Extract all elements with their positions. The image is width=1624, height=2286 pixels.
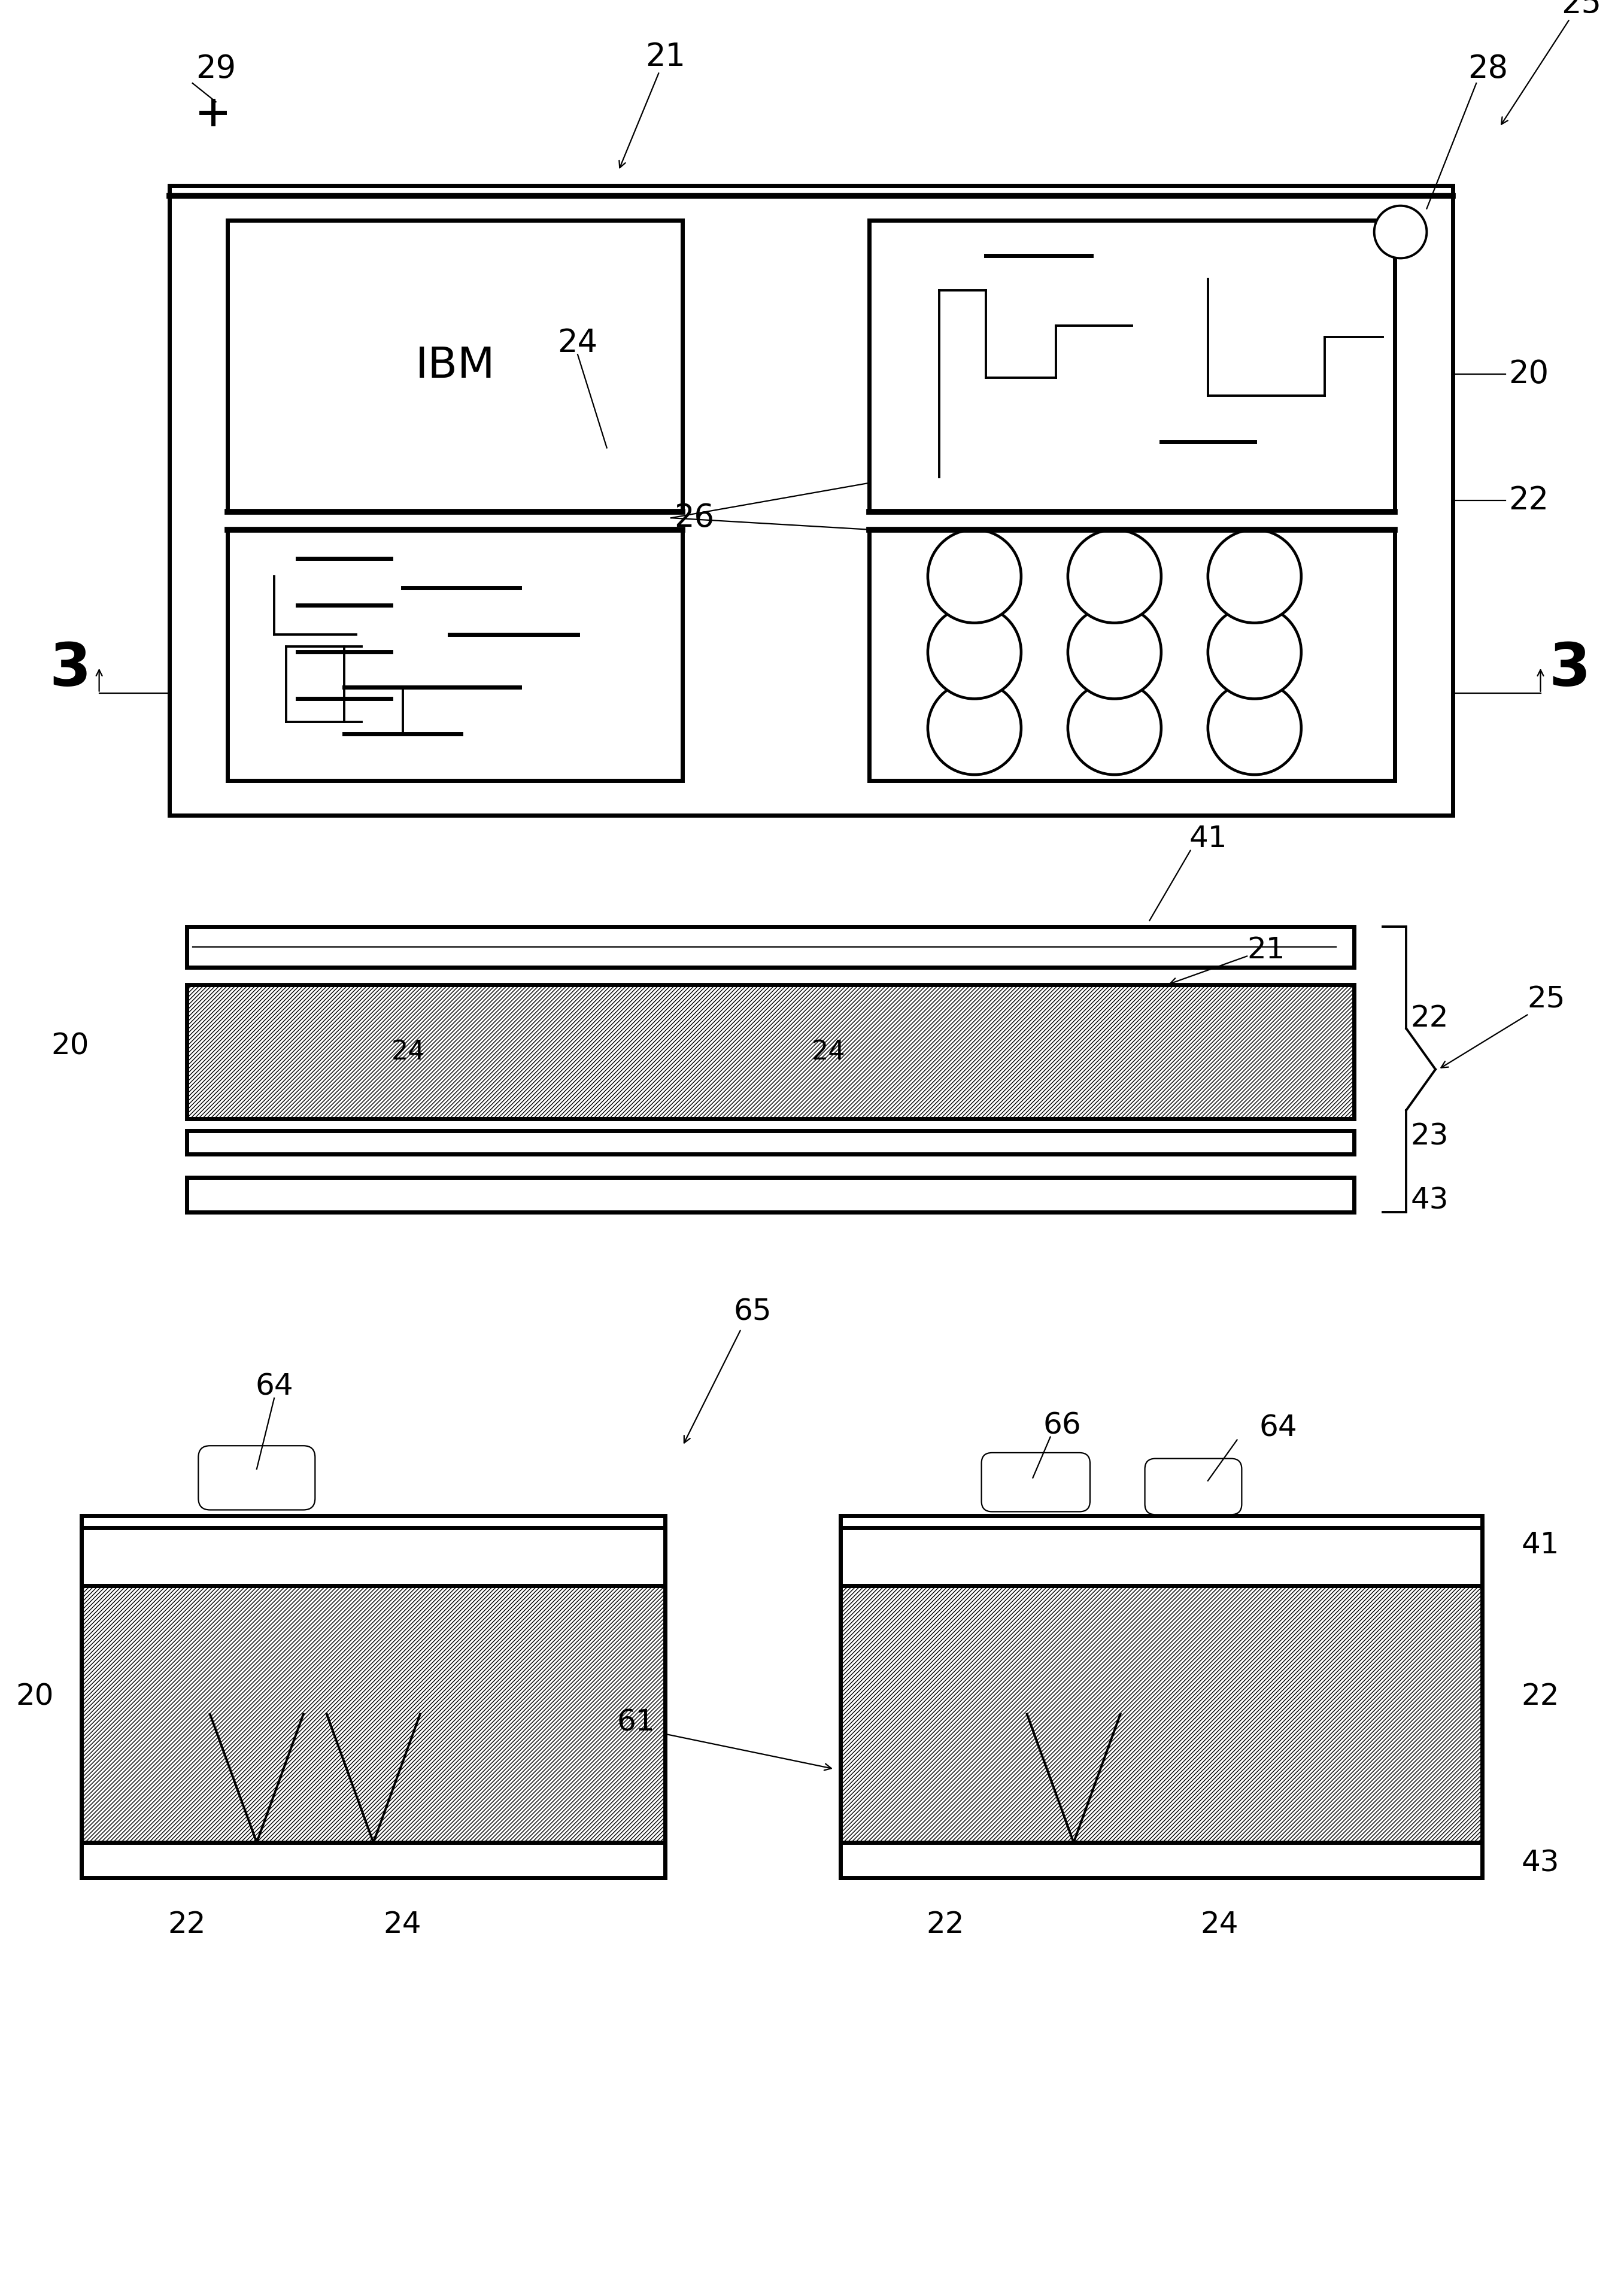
Text: 61: 61 [617, 1708, 654, 1737]
FancyBboxPatch shape [198, 1445, 315, 1511]
Bar [81, 1516, 666, 1877]
Text: 66: 66 [1043, 1410, 1082, 1440]
Text: 22: 22 [1411, 1004, 1449, 1033]
Text: 29: 29 [197, 53, 235, 85]
Circle shape [1069, 681, 1161, 775]
Bar [81, 1527, 666, 1586]
Bar [227, 530, 682, 780]
Text: 24: 24 [391, 1038, 425, 1065]
FancyBboxPatch shape [1145, 1458, 1242, 1516]
Text: 41: 41 [1189, 825, 1226, 853]
Text: 25: 25 [1527, 985, 1566, 1013]
Text: 22: 22 [1509, 485, 1549, 517]
Text: 64: 64 [255, 1372, 294, 1401]
Bar [840, 1516, 1483, 1877]
FancyBboxPatch shape [981, 1452, 1090, 1511]
Text: 41: 41 [1522, 1532, 1559, 1559]
Bar [840, 1527, 1483, 1586]
Text: 3: 3 [49, 640, 91, 700]
Text: 64: 64 [1259, 1413, 1298, 1442]
Text: 28: 28 [1468, 53, 1509, 85]
Text: 20: 20 [1509, 359, 1549, 391]
Text: 43: 43 [1411, 1186, 1449, 1214]
Bar [869, 219, 1395, 512]
Text: 24: 24 [812, 1038, 846, 1065]
Circle shape [1069, 530, 1161, 624]
Text: 24: 24 [1200, 1909, 1239, 1939]
Text: 22: 22 [1522, 1682, 1559, 1710]
Text: 23: 23 [1411, 1122, 1449, 1150]
Text: 26: 26 [674, 503, 715, 533]
Text: 21: 21 [645, 41, 685, 73]
Circle shape [1374, 206, 1427, 258]
Text: 25: 25 [1561, 0, 1601, 21]
Text: 21: 21 [1247, 935, 1285, 965]
Bar [227, 219, 682, 512]
Text: 3: 3 [1549, 640, 1590, 700]
Text: 65: 65 [734, 1296, 771, 1326]
Text: 20: 20 [50, 1031, 89, 1061]
Circle shape [1208, 606, 1301, 700]
Bar [81, 1843, 666, 1877]
Bar [187, 1132, 1354, 1154]
Text: 22: 22 [167, 1909, 206, 1939]
Text: 24: 24 [383, 1909, 422, 1939]
Circle shape [1069, 606, 1161, 700]
Circle shape [927, 681, 1021, 775]
Bar [187, 1177, 1354, 1212]
Text: 22: 22 [926, 1909, 965, 1939]
Text: 20: 20 [16, 1682, 54, 1710]
Text: IBM: IBM [416, 345, 495, 386]
Bar [840, 1843, 1483, 1877]
Text: 43: 43 [1522, 1849, 1559, 1877]
Bar [81, 1586, 666, 1843]
Circle shape [927, 530, 1021, 624]
Bar [187, 926, 1354, 967]
Bar [187, 985, 1354, 1118]
Text: 24: 24 [557, 327, 598, 359]
Bar [169, 185, 1453, 816]
Circle shape [927, 606, 1021, 700]
Bar [840, 1586, 1483, 1843]
Circle shape [1208, 681, 1301, 775]
Bar [869, 530, 1395, 780]
Circle shape [1208, 530, 1301, 624]
